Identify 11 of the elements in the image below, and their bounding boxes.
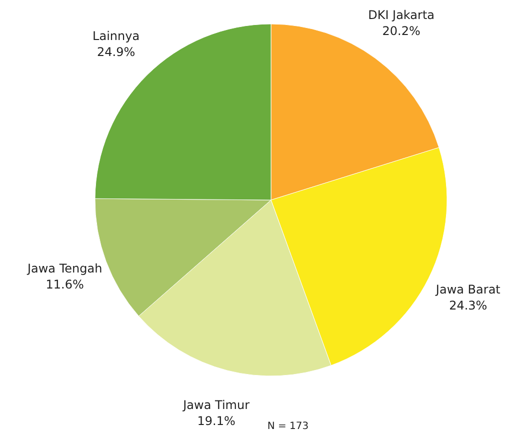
- data-label: 24.3%: [449, 298, 488, 313]
- slice-label: Jawa Timur: [182, 398, 250, 412]
- data-label: 19.1%: [197, 414, 236, 428]
- slice-label: Jawa Tengah: [26, 262, 102, 276]
- data-label: 24.9%: [96, 44, 136, 59]
- slice-label: Lainnya: [92, 28, 140, 43]
- slice-label: DKI Jakarta: [368, 8, 435, 22]
- data-label: 11.6%: [46, 278, 84, 292]
- slice-label: Jawa Barat: [434, 282, 501, 297]
- text: N = 173: [267, 421, 309, 432]
- data-label: 20.2%: [382, 24, 420, 38]
